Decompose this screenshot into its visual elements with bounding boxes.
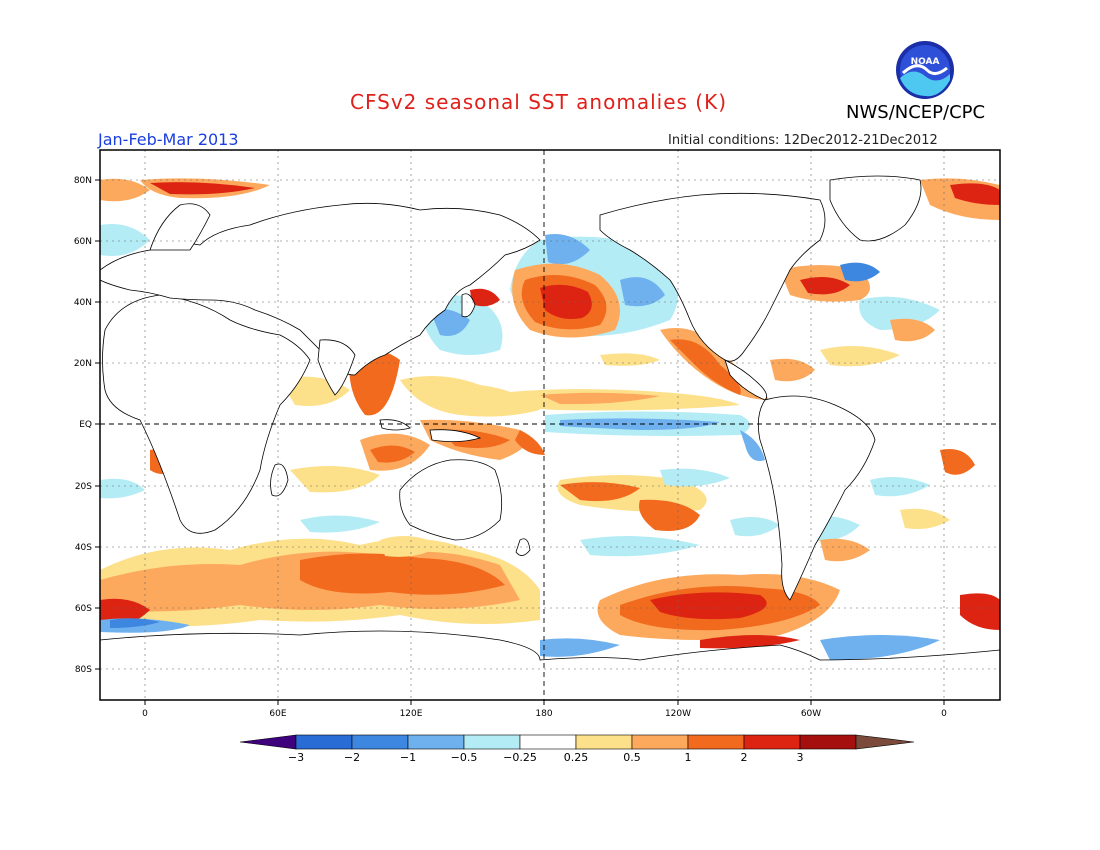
latitude-labels: 80N 60N 40N 20N EQ 20S 40S 60S 80S xyxy=(74,176,92,675)
eurasia-landmass xyxy=(100,202,541,376)
lat-label: 80S xyxy=(75,665,92,675)
africa-landmass xyxy=(102,294,311,534)
lat-label: EQ xyxy=(79,420,92,430)
colorbar-label: 3 xyxy=(797,751,804,764)
colorbar-swatch xyxy=(799,734,857,750)
map-frame xyxy=(99,149,1001,701)
continent-outlines xyxy=(100,175,1000,700)
noaa-logo-icon: NOAA xyxy=(896,41,954,99)
season-label: Jan-Feb-Mar 2013 xyxy=(98,130,239,149)
lat-label: 60S xyxy=(75,604,92,614)
australia-landmass xyxy=(399,459,503,541)
lat-label: 40N xyxy=(74,298,92,308)
agency-label: NWS/NCEP/CPC xyxy=(846,102,986,123)
colorbar: −3 −2 −1 −0.5 −0.25 0.25 0.5 1 2 3 xyxy=(239,734,915,764)
lat-label: 20N xyxy=(74,359,92,369)
lon-label: 60E xyxy=(269,709,286,719)
lat-label: 20S xyxy=(75,482,92,492)
tick-marks xyxy=(95,179,945,705)
colorbar-min-arrow xyxy=(239,734,297,750)
colorbar-swatch xyxy=(519,734,577,750)
colorbar-label: −0.5 xyxy=(451,751,478,764)
colorbar-label: 1 xyxy=(685,751,692,764)
longitude-labels: 0 60E 120E 180 120W 60W 0 xyxy=(142,709,947,719)
lon-label: 0 xyxy=(941,709,947,719)
lat-label: 60N xyxy=(74,237,92,247)
lon-label: 120E xyxy=(400,709,423,719)
greenland-landmass xyxy=(829,175,922,242)
colorbar-label: −0.25 xyxy=(503,751,537,764)
colorbar-label: −1 xyxy=(400,751,416,764)
south-america-landmass xyxy=(757,395,876,601)
colorbar-label: −3 xyxy=(288,751,304,764)
map-title: CFSv2 seasonal SST anomalies (K) xyxy=(350,90,727,114)
colorbar-label: 2 xyxy=(741,751,748,764)
north-america-landmass xyxy=(599,192,826,362)
grid-lines xyxy=(100,150,1000,700)
colorbar-swatch xyxy=(631,734,689,750)
colorbar-swatch xyxy=(575,734,633,750)
lon-label: 120W xyxy=(665,709,691,719)
colorbar-label: −2 xyxy=(344,751,360,764)
lat-label: 40S xyxy=(75,543,92,553)
colorbar-swatch xyxy=(687,734,745,750)
colorbar-swatch xyxy=(463,734,521,750)
lat-label: 80N xyxy=(74,176,92,186)
colorbar-label: 0.25 xyxy=(564,751,589,764)
colorbar-swatch xyxy=(295,734,353,750)
equator-dateline xyxy=(100,150,1000,700)
colorbar-swatch xyxy=(743,734,801,750)
antarctica-landmass xyxy=(100,630,1000,700)
logo-text: NOAA xyxy=(911,57,940,67)
colorbar-swatch xyxy=(407,734,465,750)
lon-label: 180 xyxy=(535,709,552,719)
initial-conditions-label: Initial conditions: 12Dec2012-21Dec2012 xyxy=(668,133,938,148)
colorbar-swatch xyxy=(351,734,409,750)
colorbar-label: 0.5 xyxy=(623,751,641,764)
colorbar-max-arrow xyxy=(855,734,915,750)
lon-label: 0 xyxy=(142,709,148,719)
lon-label: 60W xyxy=(801,709,821,719)
